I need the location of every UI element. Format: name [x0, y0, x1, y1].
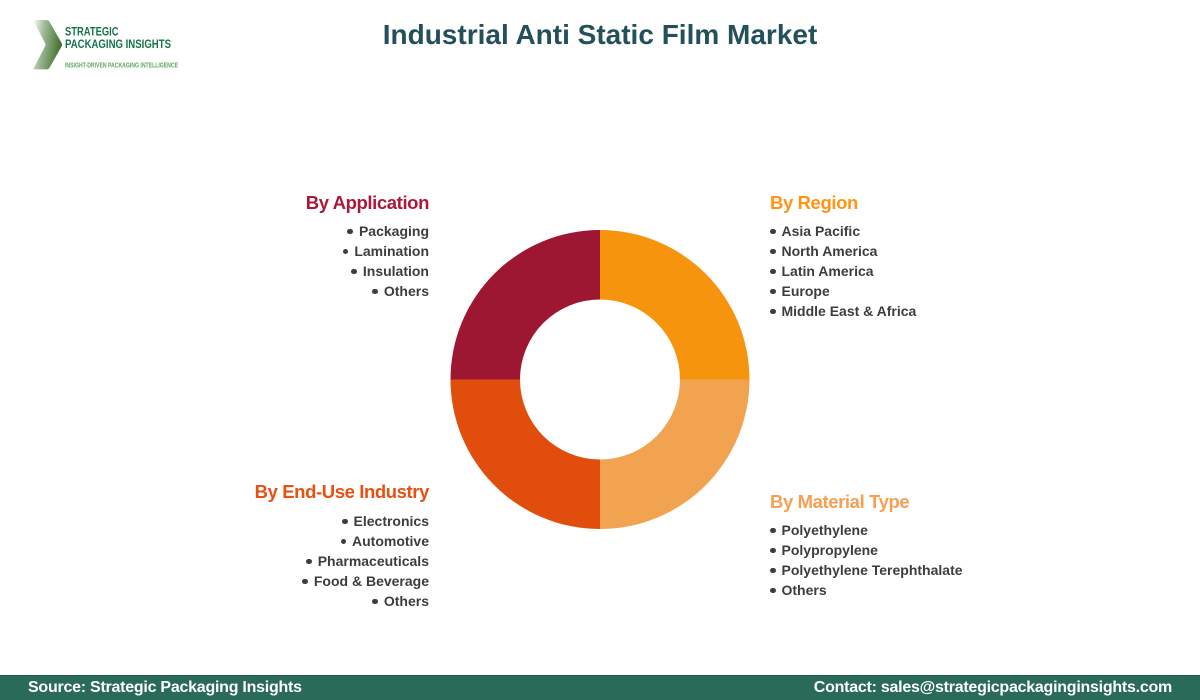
svg-text:INSIGHT-DRIVEN PACKAGING INTEL: INSIGHT-DRIVEN PACKAGING INTELLIGENCE	[65, 60, 178, 69]
svg-text:PACKAGING INSIGHTS: PACKAGING INSIGHTS	[65, 39, 171, 51]
svg-text:STRATEGIC: STRATEGIC	[65, 26, 119, 38]
